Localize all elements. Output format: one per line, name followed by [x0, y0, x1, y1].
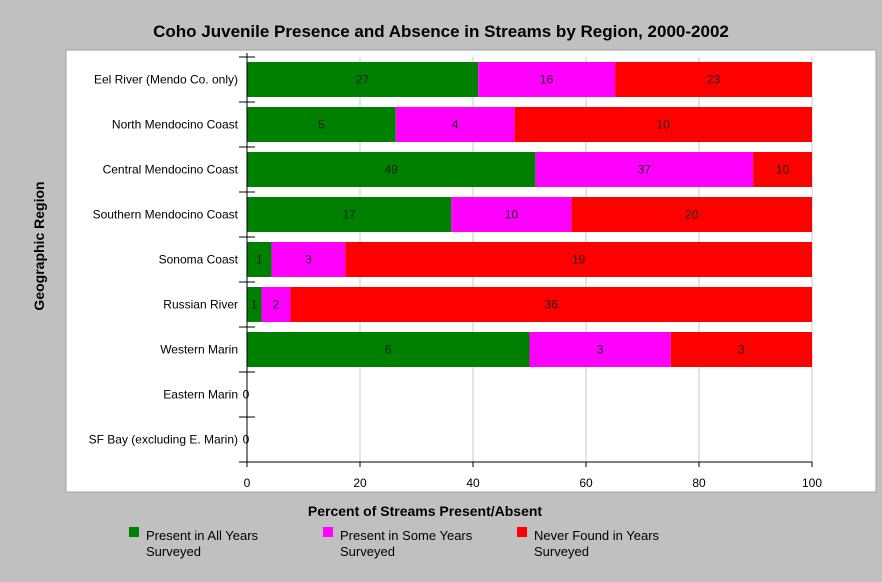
bars-layer: 27 16 23 5 4 10 49 37 10 17 10 20 1 3 19 1 2 36 6 3 3 0 0: [243, 62, 812, 447]
data-label: 1: [256, 253, 263, 267]
bar-segment: [753, 152, 812, 187]
legend-label: Never Found in Years: [534, 528, 660, 543]
bar-segment: [261, 287, 291, 322]
data-label: 27: [356, 73, 370, 87]
bar-segment: [670, 332, 812, 367]
data-label: 19: [572, 253, 586, 267]
bar-segment: [395, 107, 515, 142]
data-label: 10: [657, 118, 671, 132]
data-label: 0: [243, 433, 250, 447]
bar-segment: [247, 332, 530, 367]
x-tick-label: 20: [353, 476, 367, 490]
legend-label: Surveyed: [340, 544, 395, 559]
bar-segment: [247, 287, 262, 322]
data-label: 10: [776, 163, 790, 177]
legend-swatch: [129, 527, 139, 537]
data-label: 23: [707, 73, 721, 87]
category-label: North Mendocino Coast: [112, 118, 239, 132]
category-label: SF Bay (excluding E. Marin): [89, 433, 238, 447]
x-axis-title: Percent of Streams Present/Absent: [308, 503, 543, 519]
data-label: 49: [385, 163, 399, 177]
x-tick-label: 100: [802, 476, 822, 490]
axes-layer: Eel River (Mendo Co. only) North Mendocin…: [89, 53, 822, 490]
bar-segment: [478, 62, 616, 97]
category-label: Russian River: [163, 298, 238, 312]
data-label: 17: [343, 208, 357, 222]
category-label: Western Marin: [160, 343, 238, 357]
x-tick-label: 40: [466, 476, 480, 490]
data-label: 20: [685, 208, 699, 222]
data-label: 0: [243, 388, 250, 402]
category-label: Southern Mendocino Coast: [93, 208, 239, 222]
category-label: Eel River (Mendo Co. only): [94, 73, 238, 87]
data-label: 4: [452, 118, 459, 132]
legend-label: Surveyed: [146, 544, 201, 559]
data-label: 1: [251, 298, 258, 312]
data-label: 36: [545, 298, 559, 312]
y-axis-title: Geographic Region: [31, 181, 47, 310]
legend-label: Surveyed: [534, 544, 589, 559]
data-label: 3: [305, 253, 312, 267]
category-label: Sonoma Coast: [159, 253, 239, 267]
legend-swatch: [517, 527, 527, 537]
bar-segment: [247, 152, 536, 187]
bar-segment: [290, 287, 812, 322]
data-label: 5: [318, 118, 325, 132]
data-label: 16: [540, 73, 554, 87]
data-label: 10: [505, 208, 519, 222]
chart-title: Coho Juvenile Presence and Absence in St…: [153, 22, 729, 41]
bar-segment: [451, 197, 572, 232]
bar-segment: [529, 332, 671, 367]
bar-segment: [247, 242, 272, 277]
data-label: 37: [638, 163, 652, 177]
bar-segment: [271, 242, 346, 277]
data-label: 6: [385, 343, 392, 357]
bar-segment: [514, 107, 812, 142]
x-tick-label: 60: [579, 476, 593, 490]
bar-segment: [345, 242, 812, 277]
bar-segment: [247, 197, 452, 232]
x-tick-label: 0: [244, 476, 251, 490]
bar-segment: [535, 152, 754, 187]
category-label: Central Mendocino Coast: [103, 163, 239, 177]
data-label: 2: [273, 298, 280, 312]
x-tick-label: 80: [692, 476, 706, 490]
data-label: 3: [597, 343, 604, 357]
bar-segment: [571, 197, 812, 232]
data-label: 3: [738, 343, 745, 357]
legend-label: Present in All Years: [146, 528, 259, 543]
category-label: Eastern Marin: [163, 388, 238, 402]
bar-segment: [247, 107, 396, 142]
legend-label: Present in Some Years: [340, 528, 473, 543]
legend-swatch: [323, 527, 333, 537]
bar-segment: [247, 62, 479, 97]
bar-segment: [615, 62, 812, 97]
